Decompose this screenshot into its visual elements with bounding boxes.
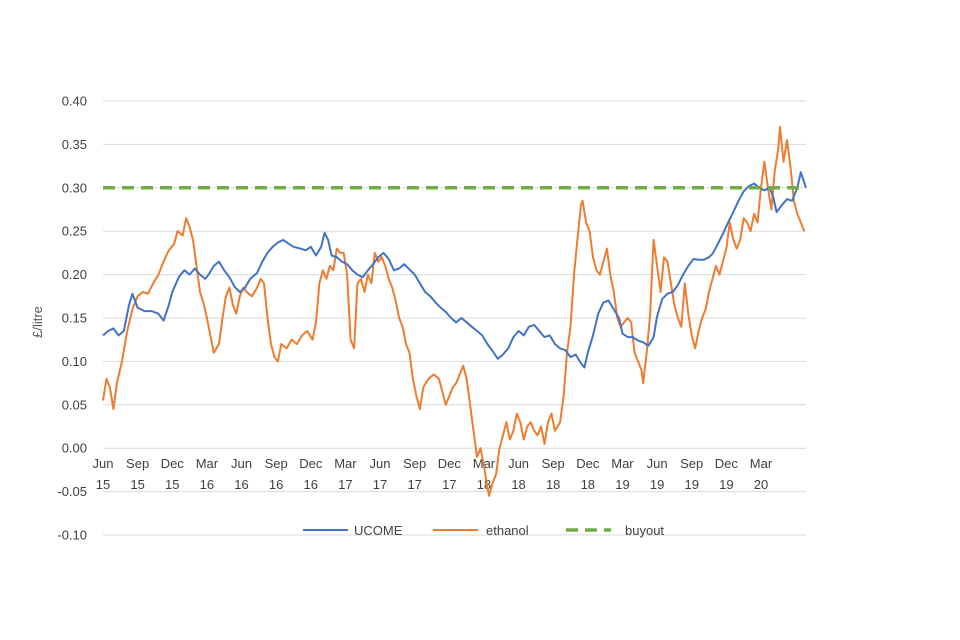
y-tick-label: 0.30: [62, 180, 87, 195]
x-tick-label: Jun 16: [231, 456, 252, 492]
x-tick-label: Dec 17: [438, 456, 462, 492]
x-tick-month: Mar: [750, 456, 773, 471]
x-tick-label: Dec 18: [576, 456, 600, 492]
x-tick-month: Dec: [576, 456, 600, 471]
x-tick-month: Dec: [299, 456, 323, 471]
x-tick-label: Sep 15: [126, 456, 149, 492]
x-tick-month: Mar: [334, 456, 357, 471]
x-tick-month: Jun: [231, 456, 252, 471]
y-tick-label: 0.05: [62, 397, 87, 412]
legend-label-ucome: UCOME: [354, 523, 403, 538]
legend: UCOME ethanol buyout: [303, 523, 664, 538]
x-tick-label: Jun 15: [93, 456, 114, 492]
x-tick-label: Jun 18: [508, 456, 529, 492]
x-tick-label: Dec 19: [715, 456, 739, 492]
legend-label-buyout: buyout: [625, 523, 664, 538]
y-tick-label: 0.00: [62, 441, 87, 456]
x-tick-label: Sep 16: [265, 456, 288, 492]
x-tick-label: Mar 16: [196, 456, 219, 492]
x-tick-label: Dec 16: [299, 456, 323, 492]
x-tick-year: 17: [338, 477, 352, 492]
x-tick-label: Dec 15: [161, 456, 185, 492]
x-tick-month: Sep: [126, 456, 149, 471]
x-tick-year: 18: [477, 477, 491, 492]
x-tick-label: Jun 17: [370, 456, 391, 492]
y-tick-label: 0.15: [62, 311, 87, 326]
x-tick-year: 18: [581, 477, 595, 492]
x-tick-month: Dec: [438, 456, 462, 471]
y-tick-label: 0.10: [62, 354, 87, 369]
x-tick-year: 16: [269, 477, 283, 492]
x-tick-year: 19: [650, 477, 664, 492]
series-line-ethanol: [102, 126, 806, 497]
x-tick-month: Sep: [680, 456, 703, 471]
y-tick-label: 0.40: [62, 94, 87, 109]
x-tick-year: 15: [165, 477, 179, 492]
x-tick-label: Mar 19: [611, 456, 634, 492]
x-tick-year: 16: [234, 477, 248, 492]
y-axis-tick-labels: 0.40 0.35 0.30 0.25 0.20 0.15 0.10 0.05 0.00 -0.0…: [57, 94, 87, 543]
x-tick-year: 16: [304, 477, 318, 492]
legend-label-ethanol: ethanol: [486, 523, 529, 538]
x-tick-label: Mar 20: [750, 456, 773, 492]
x-tick-year: 18: [546, 477, 560, 492]
x-tick-month: Jun: [370, 456, 391, 471]
x-axis-tick-labels: Jun 15 Sep 15 Dec 15 Mar 16 Jun 16 Sep 16 Dec 16 Mar 17…: [93, 456, 773, 492]
x-tick-label: Sep 19: [680, 456, 703, 492]
x-tick-month: Dec: [161, 456, 185, 471]
x-tick-label: Jun 19: [647, 456, 668, 492]
y-axis-title: £/litre: [30, 306, 45, 338]
x-tick-year: 15: [130, 477, 144, 492]
x-tick-year: 19: [615, 477, 629, 492]
x-tick-month: Mar: [611, 456, 634, 471]
x-tick-year: 17: [407, 477, 421, 492]
x-tick-month: Dec: [715, 456, 739, 471]
series-lines: [102, 126, 807, 497]
x-tick-year: 19: [684, 477, 698, 492]
x-tick-label: Sep 17: [403, 456, 426, 492]
x-tick-year: 17: [442, 477, 456, 492]
x-tick-year: 20: [754, 477, 768, 492]
x-tick-year: 18: [511, 477, 525, 492]
x-tick-label: Sep 18: [542, 456, 565, 492]
x-tick-year: 16: [200, 477, 214, 492]
y-tick-label: -0.05: [57, 484, 87, 499]
y-tick-label: 0.25: [62, 224, 87, 239]
x-tick-month: Jun: [647, 456, 668, 471]
x-tick-month: Sep: [403, 456, 426, 471]
x-tick-month: Sep: [542, 456, 565, 471]
y-tick-label: 0.35: [62, 137, 87, 152]
x-tick-label: Mar 17: [334, 456, 357, 492]
x-tick-year: 15: [96, 477, 110, 492]
y-tick-label: 0.20: [62, 267, 87, 282]
x-tick-month: Sep: [265, 456, 288, 471]
series-line-ucome: [102, 171, 807, 369]
y-tick-label: -0.10: [57, 528, 87, 543]
x-tick-year: 19: [719, 477, 733, 492]
x-tick-year: 17: [373, 477, 387, 492]
x-tick-month: Jun: [93, 456, 114, 471]
x-tick-month: Mar: [196, 456, 219, 471]
x-tick-month: Jun: [508, 456, 529, 471]
